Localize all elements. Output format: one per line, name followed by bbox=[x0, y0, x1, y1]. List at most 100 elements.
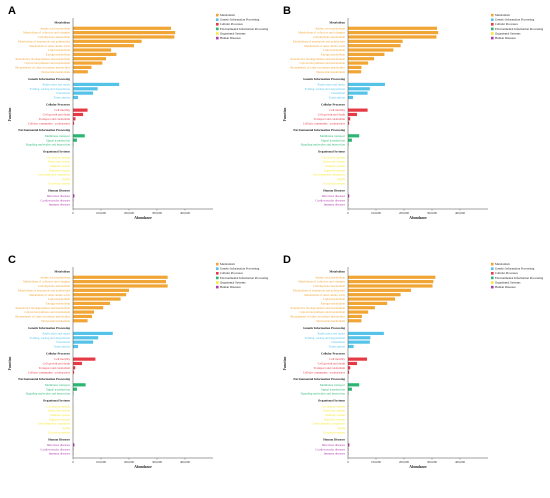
panel-b-group-label: Environmental Information Processing bbox=[293, 128, 345, 132]
panel-c-tick-label: Membrane transport bbox=[45, 383, 70, 387]
panel-d-bar-carbohydrate-metabolism bbox=[348, 284, 433, 288]
panel-a-bar-translation bbox=[73, 91, 94, 95]
panel-d-bar-folding-sorting-and-degradation bbox=[348, 336, 371, 340]
panel-a-tick-label: Cell growth and death bbox=[43, 113, 71, 117]
panel-c-x-tick-label: 0 bbox=[72, 460, 74, 464]
panel-a-legend-label: Genetic Information Processing bbox=[220, 18, 260, 22]
panel-a-tick-label: Energy metabolism bbox=[46, 52, 71, 56]
panel-b-tick-label: Metabolism of cofactors and vitamins bbox=[298, 31, 346, 35]
panel-d-tick-label: Carbohydrate metabolism bbox=[313, 284, 346, 288]
panel-c-legend-label: Environmental Information Processing bbox=[220, 276, 269, 280]
panel-b-bar-cellular-community-prokaryotes bbox=[348, 121, 350, 125]
panel-d-tick-label: Excretory system bbox=[323, 430, 345, 434]
panel-d-tick-label: Energy metabolism bbox=[321, 301, 346, 305]
panel-d-bar-biosynthesis-of-other-secondary-metabolites bbox=[348, 314, 362, 319]
panel-c-tick-label: Glycan biosynthesis and metabolism bbox=[25, 310, 71, 314]
panel-d-tick-label: Nucleotide metabolism bbox=[316, 319, 345, 323]
panel-c-tick-label: Cardiovascular diseases bbox=[40, 447, 70, 451]
panel-c-tick-label: Signal transduction bbox=[46, 387, 70, 391]
panel-b-bar-carbohydrate-metabolism bbox=[348, 35, 437, 39]
panel-a-bar-carbohydrate-metabolism bbox=[73, 35, 175, 39]
panel-d-bar-signal-transduction bbox=[348, 387, 352, 391]
panel-a-group-label: Cellular Processes bbox=[46, 102, 71, 106]
panel-d-legend-label: Metabolism bbox=[495, 262, 510, 266]
panel-b-legend-label: Genetic Information Processing bbox=[495, 18, 535, 22]
panel-c-bar-replication-and-repair bbox=[73, 331, 113, 336]
panel-a-tick-label: Signaling molecules and interaction bbox=[26, 143, 71, 147]
panel-d-tick-label: Signaling molecules and interaction bbox=[301, 392, 346, 396]
panel-d-bar-xenobiotics-biodegradation-and-metabolism bbox=[348, 306, 375, 310]
panel-a-tick-label: Cardiovascular diseases bbox=[40, 198, 70, 202]
panel-b-bar-folding-sorting-and-degradation bbox=[348, 87, 370, 91]
panel-d-bar-replication-and-repair bbox=[348, 331, 384, 336]
panel-b-tick-label: Circulatory system bbox=[322, 155, 346, 159]
panel-a-tick-label: Translation bbox=[56, 91, 70, 95]
panel-b-bar-biosynthesis-of-other-secondary-metabolites bbox=[348, 65, 362, 70]
panel-b-legend-label: Organismal Systems bbox=[495, 31, 521, 35]
panel-b-y-axis-title: Function bbox=[283, 108, 287, 122]
panel-b-bar-glycan-biosynthesis-and-metabolism bbox=[348, 61, 369, 65]
panel-b-legend-label: Cellular Processes bbox=[495, 22, 519, 26]
panel-d-tick-label: Immune system bbox=[325, 413, 345, 417]
panel-b-x-axis-title: Abundance bbox=[409, 216, 427, 220]
panel-a-bar-xenobiotics-biodegradation-and-metabolism bbox=[73, 57, 107, 61]
panel-b-bar-cell-growth-and-death bbox=[348, 112, 357, 117]
panel-a-tick-label: Carbohydrate metabolism bbox=[38, 35, 71, 39]
panel-a-tick-label: Xenobiotics biodegradation and metabolis… bbox=[15, 57, 70, 61]
panel-b-group-label: Genetic Information Processing bbox=[303, 77, 345, 81]
panel-b-tick-label: Biosynthesis of other secondary metaboli… bbox=[290, 66, 345, 70]
panel-a-legend-label: Human Diseases bbox=[220, 36, 242, 40]
panel-d-tick-label: Transport and catabolism bbox=[314, 366, 346, 370]
panel-c-legend-label: Organismal Systems bbox=[220, 280, 246, 284]
panel-a-bar-metabolism-of-cofactors-and-vitamins bbox=[73, 31, 176, 35]
panel-c-tick-label: Transcription bbox=[53, 345, 70, 349]
panel-d-group-label: Organismal Systems bbox=[318, 399, 346, 403]
panel-d-legend-swatch bbox=[491, 267, 494, 270]
panel-d-tick-label: Metabolism of terpenoids and polyketides bbox=[293, 288, 346, 292]
panel-c-group-label: Cellular Processes bbox=[46, 351, 71, 355]
panel-d-tick-label: Signal transduction bbox=[321, 387, 345, 391]
panel-d-legend-label: Genetic Information Processing bbox=[495, 267, 535, 271]
panel-a-tick-label: Cellular community - prokaryotes bbox=[28, 121, 71, 125]
panel-c-tick-label: Energy metabolism bbox=[46, 301, 71, 305]
panel-d-tick-label: Folding, sorting and degradation bbox=[305, 336, 346, 341]
panel-c-bar-nucleotide-metabolism bbox=[73, 319, 88, 323]
panel-b-bar-metabolism-of-other-amino-acids bbox=[348, 44, 401, 48]
panel-d-tick-label: Environmental adaptation bbox=[313, 422, 345, 426]
panel-a-bar-cell-growth-and-death bbox=[73, 112, 84, 117]
panel-b-x-tick-label: 100,000 bbox=[371, 211, 382, 216]
panel-a-legend-label: Environmental Information Processing bbox=[220, 27, 269, 31]
panel-d-tick-label: Metabolism of other amino acids bbox=[304, 293, 346, 297]
panel-b-bar-transcription bbox=[348, 95, 354, 100]
panel-b-letter: B bbox=[283, 5, 291, 17]
panel-a-letter: A bbox=[8, 5, 16, 17]
panel-b-legend-swatch bbox=[491, 13, 494, 17]
panel-a-tick-label: Biosynthesis of other secondary metaboli… bbox=[15, 66, 70, 70]
panel-a-bar-lipid-metabolism bbox=[73, 48, 112, 52]
panel-c-bar-amino-acid-metabolism bbox=[73, 275, 168, 279]
panel-c-tick-label: Cellular community - prokaryotes bbox=[28, 370, 71, 374]
panel-c-legend-label: Human Diseases bbox=[220, 285, 242, 289]
panel-d-bar-cellular-community-prokaryotes bbox=[348, 370, 350, 374]
panel-a-x-tick-label: 400,000 bbox=[180, 211, 191, 216]
panel-c-tick-label: Cell growth and death bbox=[43, 362, 71, 366]
panel-a-tick-label: Immune system bbox=[50, 164, 70, 168]
panel-c-legend-label: Cellular Processes bbox=[220, 271, 244, 275]
panel-a-tick-label: Aging bbox=[62, 177, 70, 181]
panel-a-legend-swatch bbox=[216, 32, 219, 35]
panel-b-tick-label: Amino acid metabolism bbox=[315, 26, 345, 30]
panel-c-tick-label: Metabolism of terpenoids and polyketides bbox=[18, 288, 71, 292]
panel-c-bar-xenobiotics-biodegradation-and-metabolism bbox=[73, 306, 104, 310]
panel-c-legend-swatch bbox=[216, 262, 219, 266]
panel-b-group-label: Human Diseases bbox=[323, 188, 346, 192]
panel-a-tick-label: Immune diseases bbox=[49, 203, 71, 207]
panel-d-legend-label: Human Diseases bbox=[495, 285, 517, 289]
panel-b-bar-transport-and-catabolism bbox=[348, 117, 351, 121]
panel-b-tick-label: Replication and repair bbox=[318, 83, 346, 87]
panel-b-tick-label: Metabolism of terpenoids and polyketides bbox=[293, 39, 346, 43]
panel-a-bar-cellular-community-prokaryotes bbox=[73, 121, 75, 125]
panel-a-legend-swatch bbox=[216, 18, 219, 21]
panel-b-tick-label: Nucleotide metabolism bbox=[316, 70, 345, 74]
